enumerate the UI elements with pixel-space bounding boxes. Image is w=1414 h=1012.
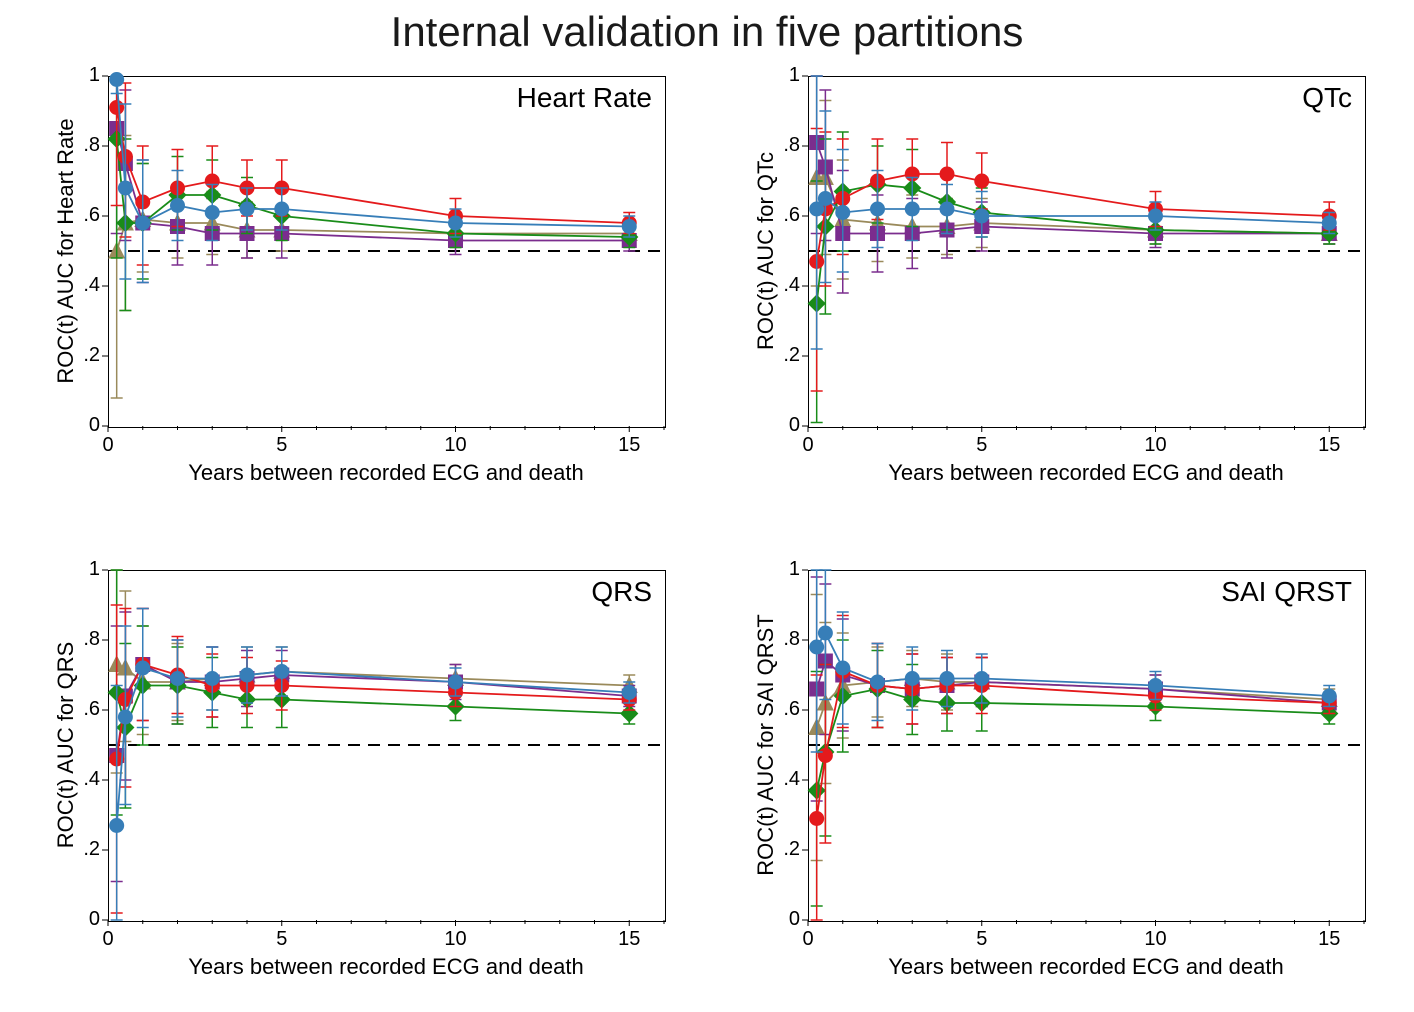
panel-heart_rate: 0.2.4.6.81051015ROC(t) AUC for Heart Rat… [108,76,664,426]
xtick-label: 15 [1309,434,1349,457]
chart-svg [108,76,664,426]
marker-blue [940,672,954,686]
chart-svg [108,570,664,920]
marker-blue [275,665,289,679]
panel-title: QRS [591,576,652,608]
marker-blue [136,216,150,230]
series-line-blue [117,668,630,826]
marker-blue [1322,216,1336,230]
x-axis-label: Years between recorded ECG and death [808,954,1364,980]
xtick-label: 0 [788,434,828,457]
marker-blue [110,73,124,87]
series-line-green [817,185,1330,304]
xtick-label: 0 [788,928,828,951]
xtick-label: 10 [1136,928,1176,951]
marker-blue [1322,689,1336,703]
x-axis-label: Years between recorded ECG and death [108,954,664,980]
x-axis-label: Years between recorded ECG and death [808,460,1364,486]
marker-blue [275,202,289,216]
marker-blue [871,675,885,689]
marker-blue [871,202,885,216]
chart-svg [808,570,1364,920]
figure-container: Internal validation in five partitions 0… [0,0,1414,1012]
marker-blue [240,202,254,216]
marker-blue [449,216,463,230]
marker-blue [240,668,254,682]
xtick-label: 5 [962,928,1002,951]
marker-blue [836,661,850,675]
marker-red [940,167,954,181]
marker-blue [171,199,185,213]
xtick-label: 0 [88,434,128,457]
marker-red [110,101,124,115]
marker-blue [810,640,824,654]
panel-title: Heart Rate [517,82,652,114]
xtick-label: 10 [436,434,476,457]
marker-blue [905,202,919,216]
marker-blue [975,672,989,686]
xtick-label: 15 [1309,928,1349,951]
marker-blue [622,220,636,234]
marker-blue [205,206,219,220]
marker-blue [622,686,636,700]
marker-red [975,174,989,188]
marker-blue [205,672,219,686]
xtick-label: 5 [962,434,1002,457]
xtick-label: 10 [436,928,476,951]
panel-sai_qrst: 0.2.4.6.81051015ROC(t) AUC for SAI QRSTY… [808,570,1364,920]
panel-qtc: 0.2.4.6.81051015ROC(t) AUC for QTcYears … [808,76,1364,426]
marker-blue [110,819,124,833]
y-axis-label: ROC(t) AUC for QTc [753,76,779,426]
xtick-label: 10 [1136,434,1176,457]
marker-blue [940,202,954,216]
series-line-red [117,108,630,224]
marker-blue [1149,679,1163,693]
xtick-label: 0 [88,928,128,951]
xtick-label: 15 [609,434,649,457]
marker-blue [171,672,185,686]
series-line-green [817,689,1330,791]
panel-title: QTc [1302,82,1352,114]
series-line-blue [817,199,1330,224]
panel-qrs: 0.2.4.6.81051015ROC(t) AUC for QRSYears … [108,570,664,920]
y-axis-label: ROC(t) AUC for Heart Rate [53,76,79,426]
figure-title: Internal validation in five partitions [0,8,1414,56]
marker-blue [118,181,132,195]
panel-title: SAI QRST [1221,576,1352,608]
marker-red [810,812,824,826]
chart-svg [808,76,1364,426]
series-line-green [117,686,630,728]
marker-blue [975,209,989,223]
marker-blue [118,710,132,724]
marker-blue [818,626,832,640]
y-axis-label: ROC(t) AUC for QRS [53,570,79,920]
xtick-label: 15 [609,928,649,951]
series-line-red [817,174,1330,262]
marker-blue [136,661,150,675]
x-axis-label: Years between recorded ECG and death [108,460,664,486]
xtick-label: 5 [262,434,302,457]
xtick-label: 5 [262,928,302,951]
marker-blue [818,192,832,206]
marker-blue [449,675,463,689]
marker-blue [905,672,919,686]
marker-blue [1149,209,1163,223]
y-axis-label: ROC(t) AUC for SAI QRST [753,570,779,920]
marker-red [818,749,832,763]
marker-blue [836,206,850,220]
